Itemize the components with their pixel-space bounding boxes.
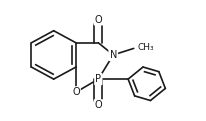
Text: O: O [95, 100, 102, 110]
Text: CH₃: CH₃ [137, 43, 154, 52]
Text: N: N [110, 50, 117, 60]
Text: O: O [72, 87, 80, 97]
Text: O: O [95, 15, 102, 25]
Text: P: P [95, 74, 101, 84]
